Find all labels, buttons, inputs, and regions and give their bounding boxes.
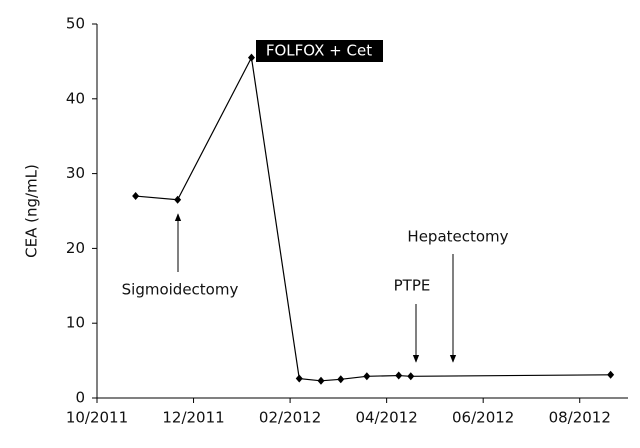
data-point [607, 370, 615, 379]
data-point [132, 192, 140, 201]
y-tick-label: 30 [66, 164, 85, 182]
data-point [317, 376, 325, 385]
y-axis-label: CEA (ng/mL) [23, 164, 41, 258]
y-tick-label: 0 [75, 389, 85, 407]
data-point [174, 195, 182, 204]
data-point [395, 371, 403, 380]
annotation: FOLFOX + Cet [266, 42, 372, 60]
y-tick-label: 50 [66, 15, 85, 33]
data-point [295, 374, 303, 383]
y-tick-label: 40 [66, 89, 85, 107]
data-point [407, 372, 415, 381]
annotation: Hepatectomy [407, 228, 508, 246]
annotation: Sigmoidectomy [122, 281, 239, 299]
data-point [247, 53, 255, 62]
data-point [337, 375, 345, 384]
x-tick-label: 08/2012 [549, 409, 611, 427]
y-tick-label: 20 [66, 239, 85, 257]
x-tick-label: 02/2012 [259, 409, 321, 427]
x-tick-label: 04/2012 [355, 409, 417, 427]
data-point [363, 372, 371, 381]
data-line [135, 55, 611, 382]
annotation-box [256, 40, 383, 62]
x-tick-label: 06/2012 [452, 409, 514, 427]
annotation: PTPE [394, 277, 431, 295]
y-tick-label: 10 [66, 314, 85, 332]
x-tick-label: 12/2011 [162, 409, 224, 427]
x-tick-label: 10/2011 [66, 409, 128, 427]
